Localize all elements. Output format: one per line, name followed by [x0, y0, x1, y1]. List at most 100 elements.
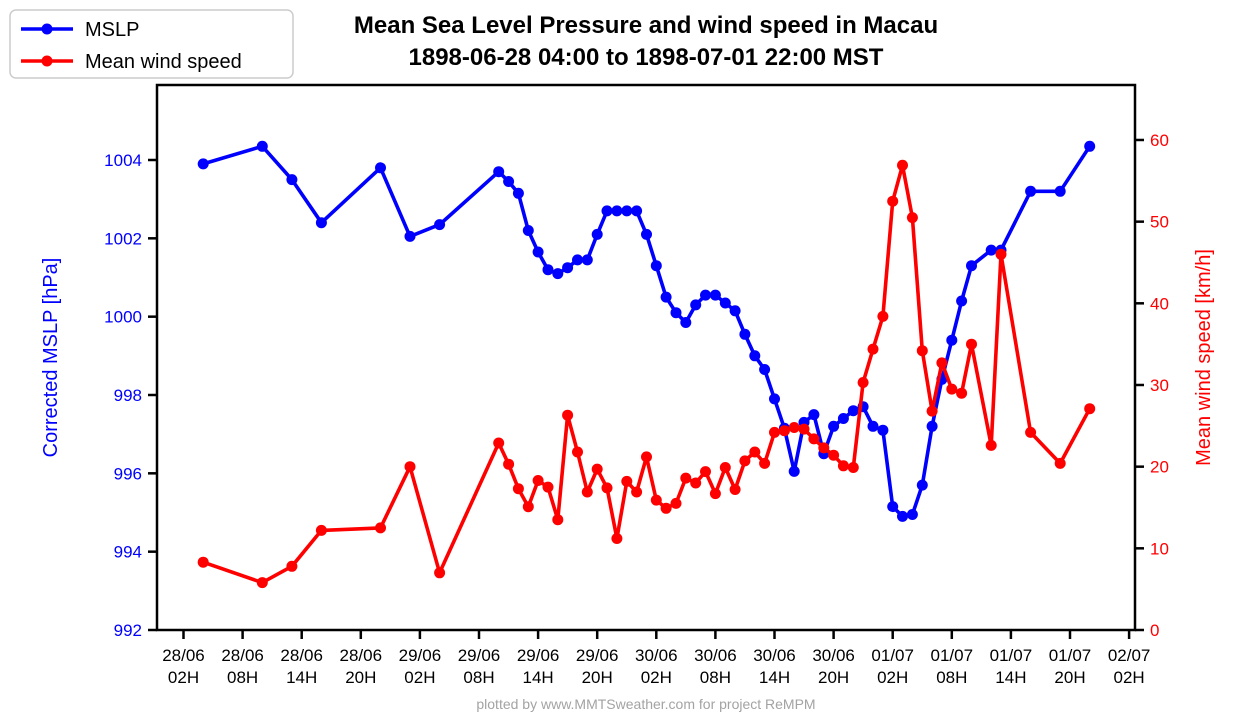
legend-item-mslp: MSLP: [21, 19, 139, 41]
wind-point: [847, 462, 859, 473]
wind-point: [966, 338, 977, 350]
x-tick-label-hour: 08H: [936, 668, 967, 687]
mslp-point: [788, 465, 800, 477]
wind-point: [375, 522, 386, 534]
x-tick-label-hour: 20H: [345, 668, 376, 687]
mslp-point: [532, 246, 544, 258]
x-tick-label-date: 30/06: [812, 646, 855, 665]
wind-point: [916, 345, 928, 357]
mslp-point: [493, 166, 505, 178]
left-tick-label: 996: [114, 464, 142, 483]
x-tick-label-date: 01/07: [871, 646, 914, 665]
x-tick-label-date: 29/06: [517, 646, 560, 665]
mslp-point: [759, 364, 771, 375]
wind-point: [759, 457, 771, 469]
wind-point: [887, 195, 899, 207]
mslp-point: [1084, 140, 1096, 152]
chart-subtitle: 1898-06-28 04:00 to 1898-07-01 22:00 MST: [409, 44, 884, 71]
wind-point: [995, 248, 1007, 260]
mslp-point: [916, 479, 928, 491]
wind-point: [897, 159, 908, 171]
x-tick-label-hour: 02H: [641, 668, 672, 687]
mslp-point: [572, 254, 583, 266]
mslp-point: [650, 260, 662, 272]
mslp-point: [700, 289, 711, 301]
mslp-point: [837, 413, 849, 424]
wind-point: [946, 383, 958, 395]
mslp-point: [808, 409, 820, 421]
left-tick-label: 1002: [104, 229, 142, 248]
x-tick-label-date: 01/07: [990, 646, 1033, 665]
wind-point: [601, 482, 613, 494]
wind-point: [542, 481, 554, 493]
wind-point: [867, 343, 879, 355]
left-tick-label: 1004: [104, 151, 142, 170]
mslp-point: [562, 262, 574, 274]
wind-point: [709, 488, 721, 500]
x-axis-ticks: 28/06 02H 28/06 08H 28/06 14H 28/06 20H 29/06 02H…: [162, 630, 1150, 687]
mslp-point: [709, 289, 721, 301]
mslp-point: [867, 420, 879, 432]
mslp-point: [512, 187, 524, 199]
x-tick-label-hour: 20H: [582, 668, 613, 687]
mslp-point: [946, 334, 958, 346]
x-tick-label-date: 29/06: [399, 646, 442, 665]
wind-point: [985, 439, 997, 451]
right-tick-label: 40: [1150, 294, 1169, 313]
wind-point: [690, 477, 702, 489]
x-tick-label-date: 30/06: [694, 646, 737, 665]
x-tick-label-hour: 08H: [227, 668, 258, 687]
wind-point: [749, 446, 761, 458]
wind-point: [719, 462, 731, 473]
wind-point: [778, 425, 790, 437]
x-tick-label-date: 28/06: [340, 646, 383, 665]
wind-point: [512, 483, 524, 495]
mslp-point: [660, 291, 672, 303]
wind-point: [641, 451, 652, 463]
wind-point: [522, 501, 534, 513]
x-tick-label-date: 01/07: [1049, 646, 1092, 665]
wind-point: [670, 497, 682, 509]
x-tick-label-date: 02/07: [1108, 646, 1151, 665]
wind-point: [611, 533, 623, 544]
left-axis-label: Corrected MSLP [hPa]: [40, 258, 62, 458]
mslp-point: [542, 264, 554, 276]
wind-point: [404, 461, 416, 473]
legend-box: [9, 9, 294, 79]
wind-point: [956, 387, 968, 399]
wind-point: [572, 446, 583, 458]
wind-point: [315, 524, 327, 536]
x-tick-label-hour: 14H: [995, 668, 1026, 687]
mslp-point: [956, 295, 968, 307]
mslp-point: [828, 420, 840, 432]
mslp-point: [729, 305, 741, 317]
x-tick-label-date: 28/06: [162, 646, 205, 665]
x-tick-label-hour: 02H: [877, 668, 908, 687]
x-tick-label-date: 29/06: [458, 646, 501, 665]
left-tick-label: 1000: [104, 308, 142, 327]
mslp-point: [926, 420, 938, 432]
wind-point: [788, 422, 800, 433]
mslp-point: [769, 393, 780, 405]
x-tick-label-hour: 14H: [286, 668, 317, 687]
mslp-point: [552, 268, 564, 280]
wind-point: [769, 426, 780, 438]
right-tick-label: 20: [1150, 458, 1169, 477]
legend-label-mslp: MSLP: [85, 19, 139, 41]
x-tick-label-hour: 02H: [1114, 668, 1145, 687]
mslp-point: [256, 140, 268, 152]
x-tick-label-hour: 08H: [463, 668, 494, 687]
mslp-point: [1054, 185, 1066, 197]
x-tick-label-hour: 20H: [1054, 668, 1085, 687]
mslp-point: [670, 307, 682, 319]
mslp-point: [522, 225, 534, 236]
left-axis-ticks: 992 994 996 998 1000 1002 1004: [104, 151, 157, 640]
mslp-point: [631, 205, 643, 217]
wind-point: [581, 486, 593, 498]
wind-point: [1025, 426, 1037, 438]
wind-point: [729, 484, 741, 495]
mslp-point: [966, 260, 977, 272]
wind-point: [256, 577, 268, 589]
x-tick-label-date: 30/06: [753, 646, 796, 665]
